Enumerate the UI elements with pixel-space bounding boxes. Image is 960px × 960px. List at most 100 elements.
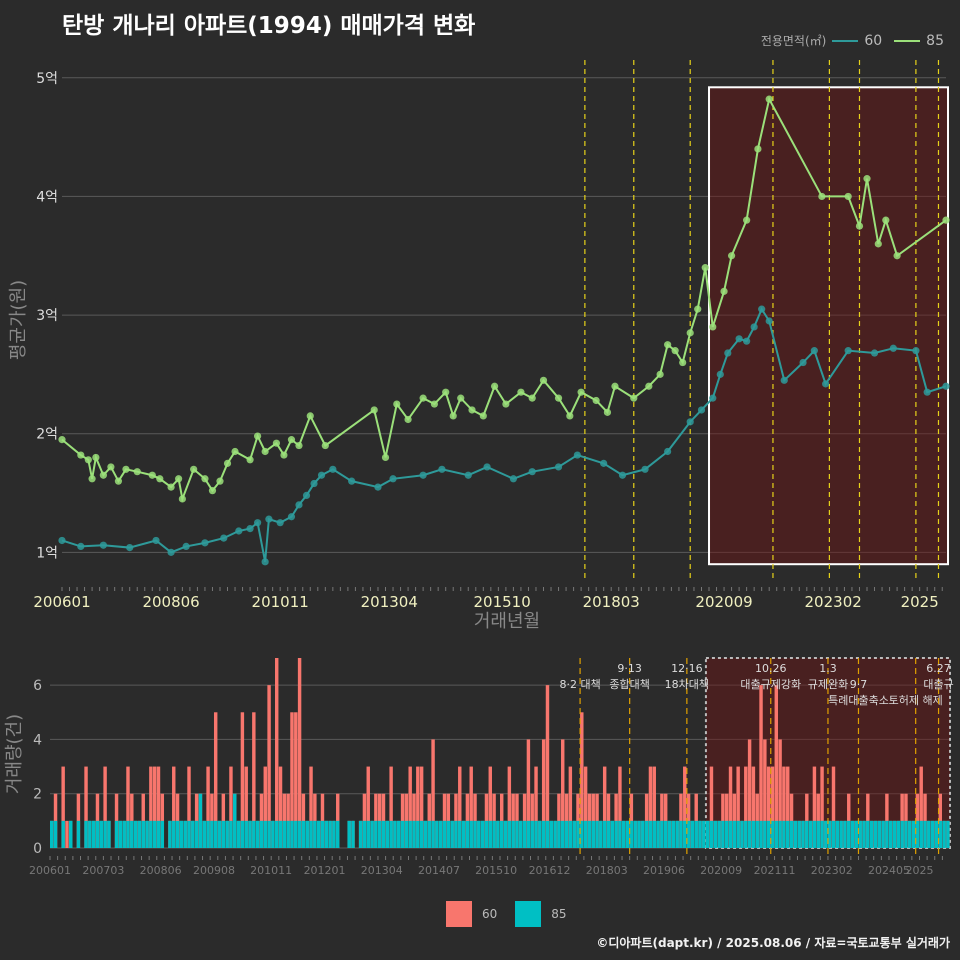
bar-60	[648, 766, 653, 848]
bar-85	[938, 820, 942, 848]
bar-85	[923, 820, 927, 848]
data-point-60	[709, 394, 717, 402]
bar-60	[766, 766, 771, 848]
data-point-60	[374, 483, 382, 491]
bar-85	[721, 820, 725, 848]
bar-85	[526, 820, 531, 848]
line-legend: 전용면적(㎡) 60 85	[761, 32, 950, 49]
bar-60	[602, 766, 607, 848]
bar-85	[831, 820, 836, 848]
bar-85	[797, 820, 801, 848]
bar-85	[530, 820, 534, 848]
bar-60	[416, 766, 420, 848]
bar-85	[629, 820, 634, 848]
bar-60	[774, 685, 779, 848]
bar-x-tick-label: 201510	[475, 864, 517, 877]
legend-swatch-85	[894, 39, 921, 42]
bar-60	[309, 766, 313, 848]
bar-85	[614, 820, 618, 848]
bar-85	[404, 820, 409, 848]
bar-60	[534, 766, 538, 848]
bar-85	[770, 820, 775, 848]
bar-85	[362, 820, 367, 848]
bar-85	[229, 820, 233, 848]
data-point-85	[694, 305, 702, 313]
data-point-85	[603, 408, 612, 416]
bar-85	[114, 820, 119, 848]
bar-60	[458, 766, 462, 848]
data-point-85	[107, 463, 115, 471]
bar-85	[99, 820, 104, 848]
bar-x-tick-label: 202111	[754, 864, 796, 877]
data-point-85	[517, 388, 525, 396]
bar-85	[88, 820, 92, 848]
bar-85	[221, 820, 226, 848]
bar-60	[366, 766, 370, 848]
bar-85	[130, 820, 134, 848]
bar-85	[782, 820, 786, 848]
bar-85	[503, 820, 508, 848]
data-point-85	[720, 287, 728, 295]
bar-85	[717, 820, 721, 848]
bar-85	[76, 820, 81, 848]
data-point-85	[656, 370, 664, 378]
bar-85	[732, 820, 737, 848]
data-point-60	[889, 344, 897, 352]
bar-85	[465, 820, 470, 848]
bar-60	[126, 766, 130, 848]
bar-85	[847, 820, 851, 848]
bar-85	[877, 820, 881, 848]
data-point-60	[724, 349, 732, 357]
bar-y-tick-label: 4	[33, 732, 42, 748]
bar-85	[290, 820, 294, 848]
data-point-85	[280, 451, 288, 459]
bar-85	[675, 820, 679, 848]
bar-85	[183, 820, 187, 848]
bar-85	[564, 820, 569, 848]
bar-85	[408, 820, 412, 848]
footer-credit: ©디아파트(dapt.kr) / 2025.08.06 / 자료=국토교통부 실…	[596, 936, 950, 950]
bar-60	[812, 766, 817, 848]
bar-85	[637, 820, 641, 848]
bar-85	[736, 820, 740, 848]
bar-85	[393, 820, 397, 848]
bar-60	[618, 766, 622, 848]
bar-85	[919, 820, 923, 848]
data-point-60	[822, 380, 830, 388]
data-point-85	[611, 382, 619, 390]
bar-85	[458, 820, 462, 848]
bar-85	[286, 820, 290, 848]
data-point-60	[870, 349, 879, 357]
bar-85	[774, 820, 779, 848]
data-point-85	[874, 240, 882, 248]
data-point-60	[419, 471, 427, 479]
data-point-85	[175, 475, 183, 483]
bar-60	[770, 766, 775, 848]
bar-85	[194, 820, 199, 848]
y-tick-label: 4억	[36, 189, 58, 205]
data-point-60	[758, 305, 766, 313]
y-tick-label: 5억	[36, 71, 58, 87]
bar-85	[496, 820, 500, 848]
bar-85	[625, 820, 630, 848]
bar-85	[152, 820, 157, 848]
bar-60	[736, 766, 740, 848]
bar-85	[347, 820, 351, 848]
bar-85	[568, 820, 573, 848]
bar-60	[278, 766, 283, 848]
bar-60	[240, 712, 245, 848]
bar-85	[133, 820, 138, 848]
bar-85	[683, 820, 687, 848]
y-tick-label: 1억	[36, 545, 58, 561]
data-point-60	[810, 347, 818, 355]
bar-85	[381, 820, 386, 848]
bar-85	[141, 820, 145, 848]
data-point-85	[430, 400, 439, 408]
bar-60	[831, 766, 836, 848]
bar-60	[419, 766, 424, 848]
data-point-85	[99, 471, 107, 479]
bar-85	[759, 820, 763, 848]
bar-85	[255, 820, 260, 848]
bar-60	[275, 658, 279, 848]
bar-60	[919, 766, 923, 848]
